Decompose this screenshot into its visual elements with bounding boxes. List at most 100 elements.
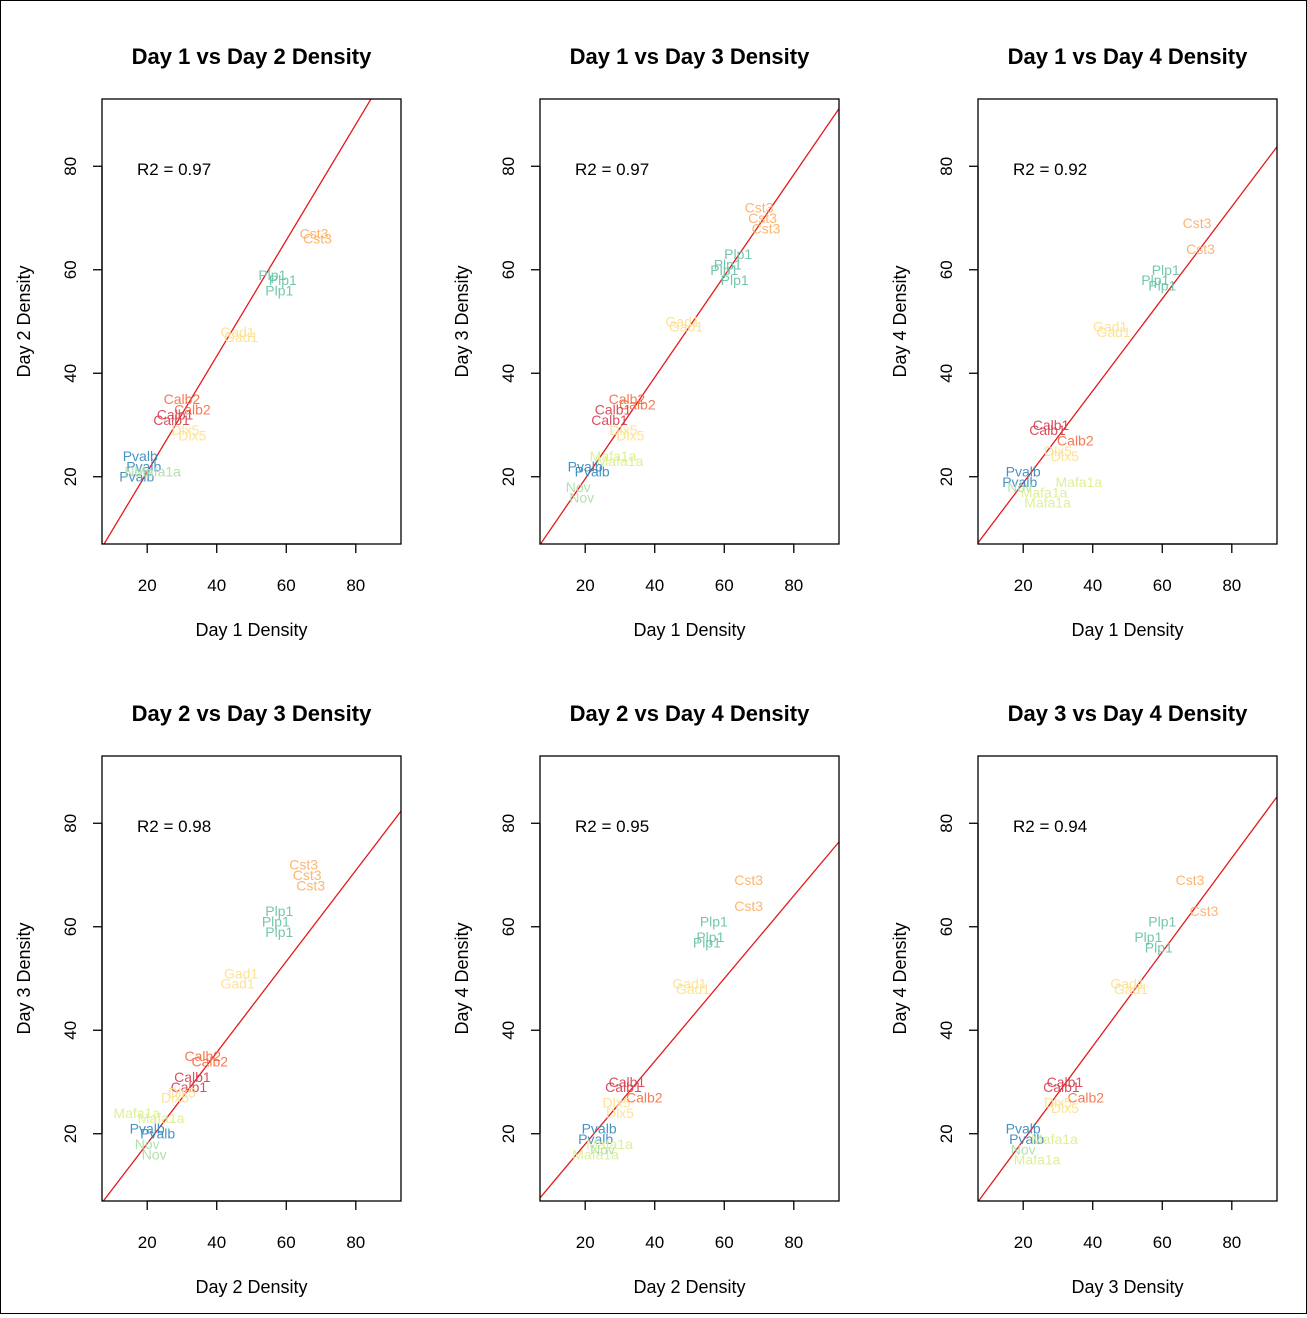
scatter-panel-2: Day 1 vs Day 3 DensityCst3Cst3Cst3Plp1Pl… [452,44,839,640]
y-tick-label: 40 [61,364,80,383]
x-tick-label: 80 [346,1233,365,1252]
x-axis: 20 40 60 80 [1014,544,1242,595]
y-tick-label: 60 [937,917,956,936]
x-axis: 20 40 60 80 [576,1201,804,1252]
y-tick-label: 40 [499,1021,518,1040]
gene-point: Nov [142,1146,167,1162]
x-tick-label: 60 [715,576,734,595]
r2-annotation: R2 = 0.98 [137,817,211,836]
y-axis: 20 40 60 80 [937,814,978,1143]
x-tick-label: 80 [1222,576,1241,595]
scatter-panel-6: Day 3 vs Day 4 DensityCst3Cst3Plp1Plp1Pl… [890,701,1277,1297]
y-tick-label: 40 [937,364,956,383]
x-tick-label: 80 [784,1233,803,1252]
y-tick-label: 60 [499,260,518,279]
x-tick-label: 40 [207,1233,226,1252]
gene-point: Calb2 [191,1053,228,1069]
gene-point: Plp1 [265,282,293,298]
x-tick-label: 20 [1014,576,1033,595]
x-tick-label: 60 [1153,1233,1172,1252]
scatter-panel-5: Day 2 vs Day 4 DensityCst3Cst3Plp1Plp1Pl… [452,701,839,1297]
gene-point: Plp1 [265,924,293,940]
gene-point: Cst3 [734,898,763,914]
y-axis-label: Day 3 Density [14,922,34,1034]
gene-point: Dlx5 [606,1105,634,1121]
scatter-panel-1: Day 1 vs Day 2 DensityCst3Cst3Plp1Plp1Pl… [14,44,401,640]
r2-annotation: R2 = 0.97 [137,160,211,179]
x-tick-label: 20 [576,576,595,595]
y-axis: 20 40 60 80 [499,814,540,1143]
x-tick-label: 20 [138,576,157,595]
y-tick-label: 80 [499,157,518,176]
gene-point: Cst3 [1190,903,1219,919]
point-labels: Cst3Cst3Cst3Plp1Plp1Plp1Gad1Gad1Calb2Cal… [113,857,325,1163]
y-tick-label: 80 [61,157,80,176]
y-tick-label: 60 [937,260,956,279]
gene-point: Pvalb [575,464,610,480]
x-tick-label: 40 [1083,576,1102,595]
gene-point: Mafa1a [1014,1152,1061,1168]
panel-title: Day 3 vs Day 4 Density [1008,701,1248,726]
gene-point: Dlx5 [1051,448,1079,464]
x-axis-label: Day 2 Density [633,1277,745,1297]
gene-point: Mafa1a [1024,495,1071,511]
x-tick-label: 80 [346,576,365,595]
gene-point: Cst3 [734,872,763,888]
gene-point: Cst3 [303,231,332,247]
y-axis: 20 40 60 80 [499,157,540,486]
gene-point: Dlx5 [178,427,206,443]
y-axis: 20 40 60 80 [937,157,978,486]
y-axis: 20 40 60 80 [61,157,102,486]
gene-point: Gad1 [224,329,258,345]
gene-point: Nov [569,489,594,505]
y-tick-label: 20 [937,467,956,486]
y-tick-label: 20 [61,1124,80,1143]
x-axis-label: Day 2 Density [195,1277,307,1297]
scatter-panel-3: Day 1 vs Day 4 DensityCst3Cst3Plp1Plp1Pl… [890,44,1277,640]
y-tick-label: 20 [937,1124,956,1143]
x-tick-label: 60 [1153,576,1172,595]
x-tick-label: 40 [1083,1233,1102,1252]
point-labels: Cst3Cst3Plp1Plp1Plp1Gad1Gad1Calb1Calb1Ca… [572,872,763,1162]
y-axis-label: Day 3 Density [452,265,472,377]
r2-annotation: R2 = 0.92 [1013,160,1087,179]
y-tick-label: 60 [499,917,518,936]
gene-point: Plp1 [700,914,728,930]
gene-point: Plp1 [1145,939,1173,955]
y-axis-label: Day 4 Density [890,265,910,377]
x-axis: 20 40 60 80 [138,1201,366,1252]
x-tick-label: 40 [207,576,226,595]
y-tick-label: 40 [937,1021,956,1040]
x-tick-label: 40 [645,1233,664,1252]
y-tick-label: 80 [937,157,956,176]
gene-point: Plp1 [693,934,721,950]
gene-point: Cst3 [1186,241,1215,257]
gene-point: Mafa1a [1031,1131,1078,1147]
gene-point: Dlx5 [616,427,644,443]
y-tick-label: 60 [61,260,80,279]
x-tick-label: 60 [277,576,296,595]
y-axis-label: Day 2 Density [14,265,34,377]
x-tick-label: 80 [784,576,803,595]
x-tick-label: 80 [1222,1233,1241,1252]
gene-point: Dlx5 [161,1090,189,1106]
x-axis: 20 40 60 80 [576,544,804,595]
gene-point: Gad1 [669,319,703,335]
panel-title: Day 1 vs Day 4 Density [1008,44,1248,69]
gene-point: Cst3 [296,877,325,893]
y-tick-label: 60 [61,917,80,936]
r2-annotation: R2 = 0.95 [575,817,649,836]
x-axis-label: Day 1 Density [1071,620,1183,640]
y-tick-label: 80 [937,814,956,833]
y-tick-label: 80 [61,814,80,833]
panel-title: Day 1 vs Day 3 Density [570,44,810,69]
gene-point: Nov [124,464,149,480]
gene-point: Cst3 [752,220,781,236]
x-tick-label: 60 [715,1233,734,1252]
y-tick-label: 20 [499,467,518,486]
y-axis-label: Day 4 Density [452,922,472,1034]
x-tick-label: 20 [576,1233,595,1252]
y-axis: 20 40 60 80 [61,814,102,1143]
gene-point: Plp1 [1148,277,1176,293]
r2-annotation: R2 = 0.94 [1013,817,1087,836]
